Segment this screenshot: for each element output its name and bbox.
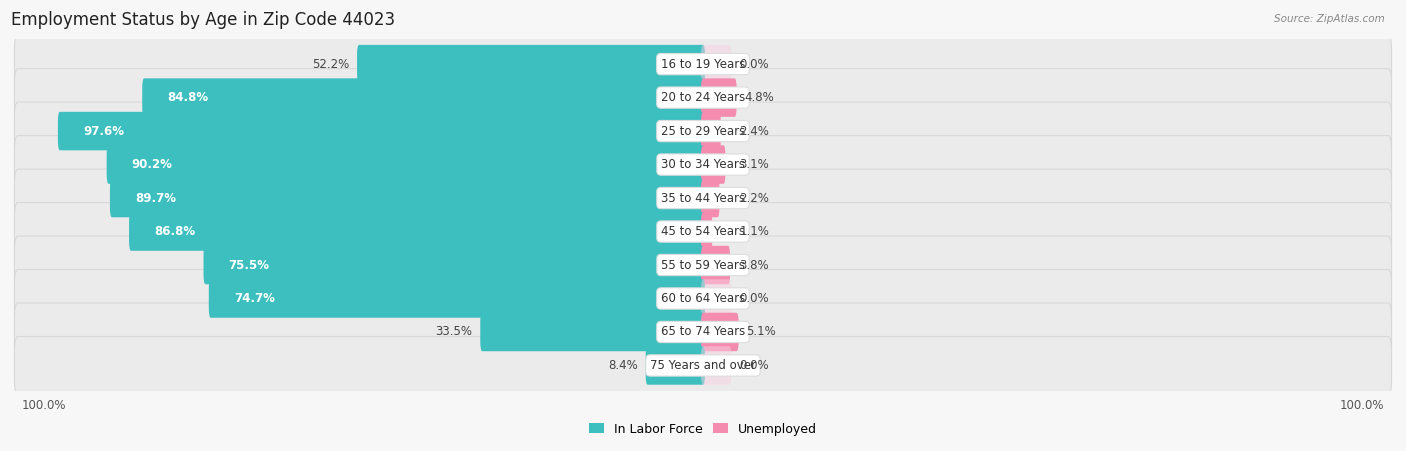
Text: 97.6%: 97.6%: [83, 124, 124, 138]
FancyBboxPatch shape: [702, 179, 720, 217]
FancyBboxPatch shape: [14, 270, 1392, 327]
FancyBboxPatch shape: [14, 69, 1392, 127]
Text: 4.8%: 4.8%: [745, 91, 775, 104]
FancyBboxPatch shape: [14, 102, 1392, 160]
Text: 2.2%: 2.2%: [740, 192, 769, 205]
FancyBboxPatch shape: [702, 145, 725, 184]
Text: Source: ZipAtlas.com: Source: ZipAtlas.com: [1274, 14, 1385, 23]
Text: 25 to 29 Years: 25 to 29 Years: [661, 124, 745, 138]
Text: 16 to 19 Years: 16 to 19 Years: [661, 58, 745, 71]
Text: 75.5%: 75.5%: [229, 258, 270, 272]
Text: 55 to 59 Years: 55 to 59 Years: [661, 258, 745, 272]
FancyBboxPatch shape: [14, 136, 1392, 193]
FancyBboxPatch shape: [702, 78, 737, 117]
Text: 20 to 24 Years: 20 to 24 Years: [661, 91, 745, 104]
Text: 8.4%: 8.4%: [607, 359, 638, 372]
Text: 45 to 54 Years: 45 to 54 Years: [661, 225, 745, 238]
FancyBboxPatch shape: [110, 179, 704, 217]
Text: Employment Status by Age in Zip Code 44023: Employment Status by Age in Zip Code 440…: [11, 11, 395, 29]
Text: 89.7%: 89.7%: [135, 192, 176, 205]
FancyBboxPatch shape: [14, 169, 1392, 227]
FancyBboxPatch shape: [14, 202, 1392, 261]
Text: 75 Years and over: 75 Years and over: [650, 359, 756, 372]
Text: 90.2%: 90.2%: [132, 158, 173, 171]
Text: 65 to 74 Years: 65 to 74 Years: [661, 326, 745, 339]
Text: 33.5%: 33.5%: [436, 326, 472, 339]
FancyBboxPatch shape: [142, 78, 704, 117]
FancyBboxPatch shape: [702, 212, 713, 251]
FancyBboxPatch shape: [702, 45, 731, 83]
Text: 30 to 34 Years: 30 to 34 Years: [661, 158, 745, 171]
Text: 86.8%: 86.8%: [155, 225, 195, 238]
Text: 0.0%: 0.0%: [740, 292, 769, 305]
FancyBboxPatch shape: [14, 236, 1392, 294]
Text: 52.2%: 52.2%: [312, 58, 349, 71]
FancyBboxPatch shape: [14, 303, 1392, 361]
FancyBboxPatch shape: [702, 313, 738, 351]
Text: 3.8%: 3.8%: [740, 258, 769, 272]
FancyBboxPatch shape: [481, 313, 704, 351]
Text: 35 to 44 Years: 35 to 44 Years: [661, 192, 745, 205]
FancyBboxPatch shape: [645, 346, 704, 385]
Text: 0.0%: 0.0%: [740, 359, 769, 372]
Text: 5.1%: 5.1%: [747, 326, 776, 339]
FancyBboxPatch shape: [702, 112, 721, 150]
FancyBboxPatch shape: [107, 145, 704, 184]
FancyBboxPatch shape: [702, 246, 730, 284]
Text: 3.1%: 3.1%: [740, 158, 769, 171]
FancyBboxPatch shape: [357, 45, 704, 83]
FancyBboxPatch shape: [14, 35, 1392, 93]
FancyBboxPatch shape: [129, 212, 704, 251]
Text: 0.0%: 0.0%: [740, 58, 769, 71]
FancyBboxPatch shape: [58, 112, 704, 150]
Text: 60 to 64 Years: 60 to 64 Years: [661, 292, 745, 305]
FancyBboxPatch shape: [209, 279, 704, 318]
Text: 74.7%: 74.7%: [233, 292, 274, 305]
FancyBboxPatch shape: [702, 346, 731, 385]
FancyBboxPatch shape: [702, 279, 731, 318]
Text: 2.4%: 2.4%: [740, 124, 769, 138]
Text: 84.8%: 84.8%: [167, 91, 208, 104]
Text: 1.1%: 1.1%: [740, 225, 769, 238]
FancyBboxPatch shape: [14, 336, 1392, 395]
Legend: In Labor Force, Unemployed: In Labor Force, Unemployed: [583, 418, 823, 441]
FancyBboxPatch shape: [204, 246, 704, 284]
